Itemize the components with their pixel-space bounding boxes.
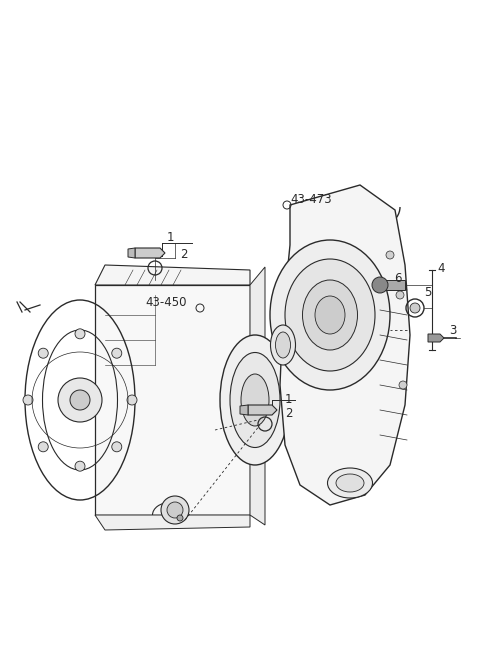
Text: 2: 2 <box>285 407 292 420</box>
Ellipse shape <box>285 259 375 371</box>
Circle shape <box>167 502 183 518</box>
Text: 2: 2 <box>180 248 188 261</box>
Text: 5: 5 <box>424 285 432 298</box>
Ellipse shape <box>230 352 280 447</box>
Circle shape <box>112 348 122 358</box>
Text: 1: 1 <box>167 231 175 244</box>
Ellipse shape <box>336 474 364 492</box>
Polygon shape <box>250 267 265 525</box>
Text: 43-450: 43-450 <box>145 296 187 309</box>
Circle shape <box>75 461 85 471</box>
Polygon shape <box>95 265 250 285</box>
Polygon shape <box>248 405 277 415</box>
Ellipse shape <box>315 296 345 334</box>
Circle shape <box>38 348 48 358</box>
Circle shape <box>23 395 33 405</box>
Circle shape <box>399 381 407 389</box>
Text: 43-473: 43-473 <box>290 193 332 206</box>
Ellipse shape <box>302 280 358 350</box>
Circle shape <box>161 496 189 524</box>
Ellipse shape <box>241 374 269 426</box>
Circle shape <box>372 277 388 293</box>
Circle shape <box>396 291 404 299</box>
Polygon shape <box>240 405 248 415</box>
Circle shape <box>112 441 122 452</box>
Circle shape <box>386 251 394 259</box>
Circle shape <box>70 390 90 410</box>
Ellipse shape <box>276 332 290 358</box>
Circle shape <box>58 378 102 422</box>
Ellipse shape <box>220 335 290 465</box>
Circle shape <box>177 515 183 521</box>
Text: 6: 6 <box>394 272 401 285</box>
Circle shape <box>127 395 137 405</box>
Circle shape <box>75 329 85 338</box>
Ellipse shape <box>327 468 372 498</box>
Ellipse shape <box>271 325 296 365</box>
Polygon shape <box>382 280 405 290</box>
Text: 3: 3 <box>449 323 456 337</box>
Polygon shape <box>428 334 444 342</box>
Text: 1: 1 <box>285 393 292 406</box>
Circle shape <box>38 441 48 452</box>
Text: 4: 4 <box>437 262 444 274</box>
Polygon shape <box>128 248 135 258</box>
Polygon shape <box>280 185 410 505</box>
Polygon shape <box>95 515 250 530</box>
Ellipse shape <box>270 240 390 390</box>
Circle shape <box>410 303 420 313</box>
Polygon shape <box>95 285 250 515</box>
Polygon shape <box>135 248 165 258</box>
